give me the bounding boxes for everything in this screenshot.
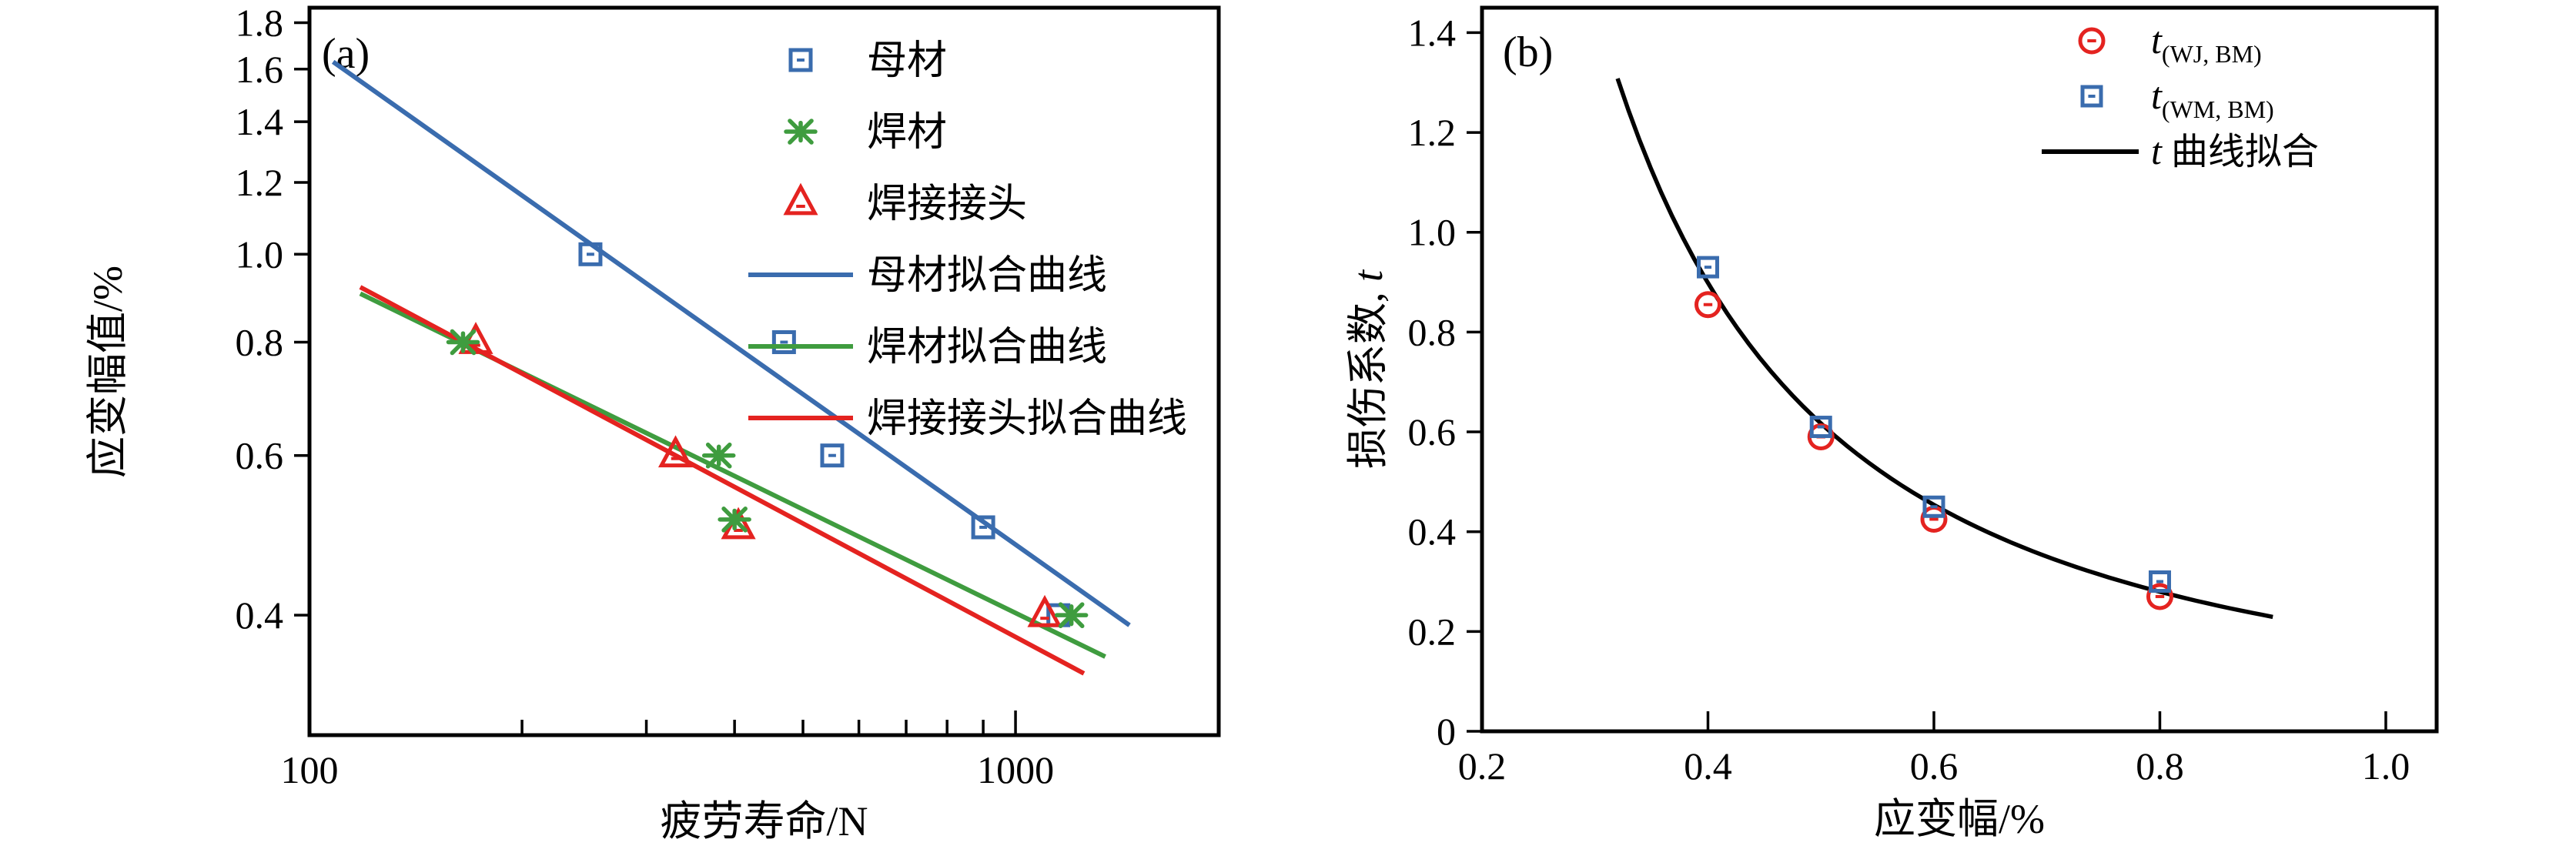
y-tick-label: 1.4 [236, 100, 284, 143]
square-dot-marker [771, 329, 796, 354]
panel-label: (b) [1503, 28, 1553, 76]
y-axis-title: 应变幅值/% [85, 266, 131, 478]
x-tick-label: 1000 [977, 748, 1054, 791]
legend-label: t(WJ, BM) [2151, 18, 2262, 68]
y-tick-label: 1.6 [236, 48, 284, 91]
legend-subscript: (WJ, BM) [2162, 40, 2262, 68]
square-dot-marker [971, 515, 995, 540]
y-tick-label: 0.8 [1408, 310, 1457, 353]
y-tick-label: 1.2 [236, 161, 284, 204]
triangle-dot-marker [1027, 594, 1062, 627]
legend-label: 焊材拟合曲线 [867, 326, 1107, 369]
circle-dot-marker [2078, 27, 2106, 55]
square-dot-marker [2148, 570, 2171, 594]
y-axis-title-symbol: t [1345, 269, 1391, 282]
star-marker [446, 329, 480, 356]
legend-text: 曲线拟合 [2162, 132, 2319, 172]
legend-label: 焊材 [867, 111, 947, 155]
square-dot-marker [2080, 85, 2103, 108]
legend-label: t(WM, BM) [2151, 74, 2274, 123]
y-tick-label: 1.4 [1408, 11, 1457, 54]
x-tick-label: 1.0 [2362, 744, 2410, 787]
star-marker [701, 442, 736, 469]
legend-symbol: t [2151, 74, 2163, 117]
chart-panel-b: 0.2 0.4 0.6 0.8 1.000.20.40.60.81.01.21.4应变幅… [1345, 5, 2439, 842]
legend-subscript: (WM, BM) [2162, 95, 2274, 123]
square-dot-marker [1696, 256, 1719, 279]
x-axis-title: 疲劳寿命/N [661, 798, 868, 844]
y-tick-label: 0.6 [236, 434, 284, 477]
legend-label: 母材拟合曲线 [867, 254, 1107, 298]
x-axis-title: 应变幅/% [1874, 796, 2045, 842]
y-tick-label: 0.4 [236, 594, 284, 637]
x-tick-label: 0.4 [1684, 744, 1732, 787]
circle-dot-marker [2146, 583, 2173, 610]
fit-line [331, 59, 1131, 627]
square-dot-marker [788, 48, 813, 72]
legend-label: t 曲线拟合 [2151, 129, 2319, 172]
y-axis-title-text: 损伤系数, [1345, 282, 1391, 469]
legend-symbol: t [2151, 18, 2163, 62]
star-marker [784, 119, 818, 145]
legend-label: 焊接接头 [867, 182, 1027, 226]
circle-dot-marker [1694, 291, 1721, 319]
plot-border [1480, 5, 2439, 734]
y-tick-label: 1.0 [236, 232, 284, 276]
y-tick-label: 0 [1437, 710, 1456, 753]
square-dot-marker [1922, 495, 1945, 518]
chart-panel-a: 100 1000 1.81.6 1.4 1.2 1.0 0.8 0.6 0.4 疲劳寿命/N 应变幅… [85, 2, 1221, 844]
legend-label: 焊接接头拟合曲线 [867, 397, 1187, 441]
triangle-dot-marker [783, 182, 818, 216]
x-tick-label: 0.6 [1910, 744, 1959, 787]
y-tick-label: 1.0 [1408, 211, 1457, 254]
x-tick-label: 0.8 [2136, 744, 2184, 787]
legend-symbol: t [2151, 129, 2163, 172]
y-tick-label: 0.2 [1408, 610, 1457, 653]
star-marker [718, 507, 751, 533]
y-tick-label: 0.6 [1408, 410, 1457, 453]
y-axis-title: 损伤系数, t [1345, 269, 1391, 469]
y-tick-label: 1.2 [1408, 111, 1457, 154]
square-dot-marker [820, 443, 845, 468]
star-marker [1054, 602, 1089, 628]
legend: t(WJ, BM)t(WM, BM)t 曲线拟合 [2042, 18, 2319, 172]
x-tick-label: 0.2 [1458, 744, 1507, 787]
y-tick-label: 1.8 [236, 2, 284, 45]
square-dot-marker [578, 242, 603, 266]
square-dot-marker [1809, 416, 1832, 439]
legend-label: 母材 [867, 39, 947, 83]
triangle-dot-marker [657, 435, 694, 468]
y-tick-label: 0.4 [1408, 510, 1457, 553]
y-tick-label: 0.8 [236, 320, 284, 363]
x-tick-label: 100 [281, 748, 339, 791]
plot-border [307, 5, 1221, 737]
